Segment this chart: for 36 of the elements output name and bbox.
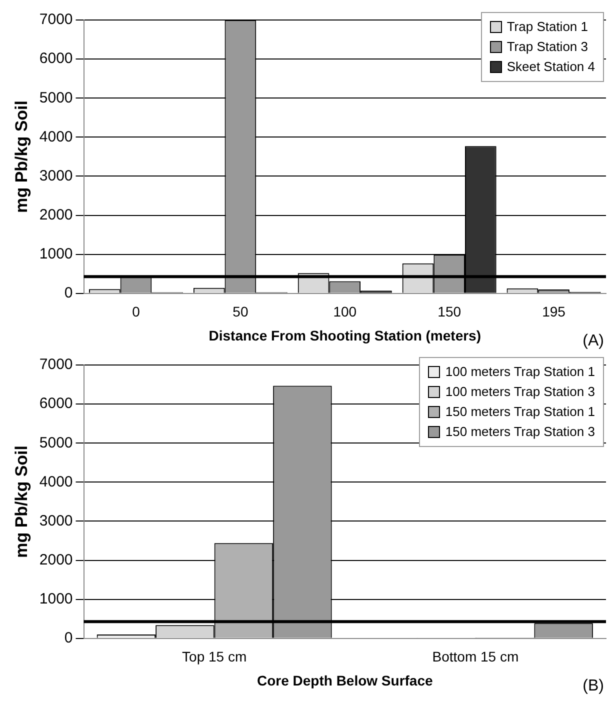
y-tick-label: 5000 xyxy=(39,434,73,452)
y-tick-label: 5000 xyxy=(39,89,73,106)
x-tick-label: 150 xyxy=(438,304,462,320)
legend-label: Trap Station 1 xyxy=(506,18,588,36)
x-tick-label: Top 15 cm xyxy=(182,648,247,665)
x-tick-label: 0 xyxy=(132,304,140,320)
y-tick-label: 4000 xyxy=(39,473,73,490)
y-tick-label: 3000 xyxy=(39,167,73,184)
y-tick-label: 7000 xyxy=(39,356,73,374)
y-tick-label: 6000 xyxy=(39,395,73,412)
y-tick-label: 4000 xyxy=(39,128,73,146)
legend-label: 100 meters Trap Station 3 xyxy=(445,383,595,401)
legend-label: 100 meters Trap Station 1 xyxy=(445,363,595,381)
x-axis-title: Distance From Shooting Station (meters) xyxy=(208,327,482,344)
y-tick-label: 0 xyxy=(64,284,73,302)
y-tick-label: 1000 xyxy=(39,590,73,608)
y-tick-label: 2000 xyxy=(39,206,73,224)
y-tick-label: 0 xyxy=(64,630,73,647)
y-tick-label: 2000 xyxy=(39,551,73,568)
y-tick-label: 6000 xyxy=(39,50,73,68)
text: (B) xyxy=(582,677,604,694)
y-axis-title: mg Pb/kg Soil xyxy=(12,100,31,213)
text: (A) xyxy=(582,332,604,350)
x-tick-label: 195 xyxy=(542,304,566,320)
x-tick-label: 50 xyxy=(232,304,248,320)
x-axis-title: Core Depth Below Surface xyxy=(256,672,433,688)
x-tick-label: Bottom 15 cm xyxy=(432,648,519,665)
legend-label: 150 meters Trap Station 1 xyxy=(445,403,595,421)
legend-label: Trap Station 3 xyxy=(506,38,588,56)
x-tick-label: 100 xyxy=(333,304,357,320)
legend-label: 150 meters Trap Station 3 xyxy=(445,423,595,441)
y-tick-label: 3000 xyxy=(39,512,73,530)
y-tick-label: 7000 xyxy=(39,11,73,28)
legend-label: Skeet Station 4 xyxy=(506,58,595,76)
y-axis-title: mg Pb/kg Soil xyxy=(12,445,31,558)
y-tick-label: 1000 xyxy=(39,245,73,262)
